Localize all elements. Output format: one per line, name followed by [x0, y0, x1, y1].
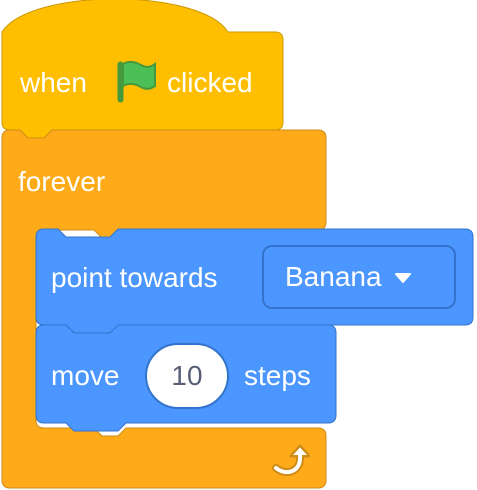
loop-arrow-icon — [272, 444, 310, 477]
move-label: move — [51, 360, 120, 391]
hat-text-when: when — [20, 67, 87, 98]
steps-input[interactable]: 10 — [145, 343, 229, 409]
green-flag-icon — [117, 60, 156, 103]
forever-block[interactable] — [1, 129, 327, 489]
steps-label: steps — [244, 360, 311, 391]
hat-text-clicked: clicked — [167, 67, 253, 98]
dropdown-selected-value: Banana — [285, 261, 382, 292]
target-sprite-dropdown[interactable]: Banana — [262, 245, 456, 309]
steps-value: 10 — [171, 360, 203, 391]
point-towards-label: point towards — [51, 262, 218, 293]
forever-label: forever — [18, 166, 106, 197]
caret-down-icon — [394, 273, 411, 283]
